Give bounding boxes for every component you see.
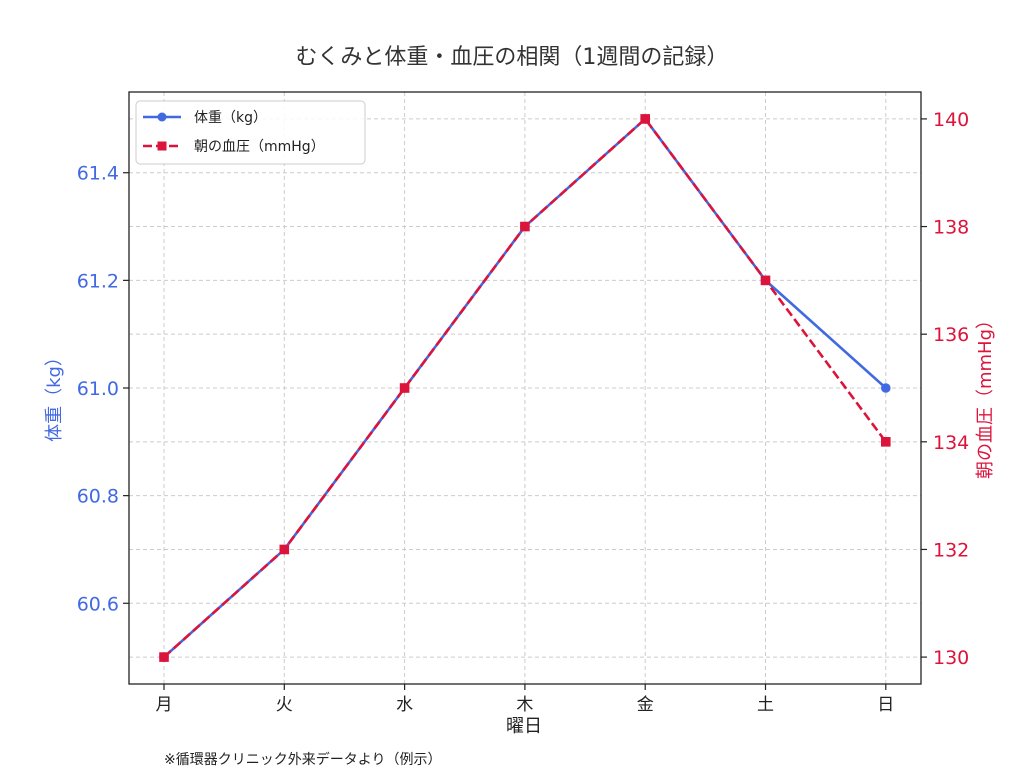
y-right-tick-label: 140 — [933, 109, 969, 131]
series-layer — [159, 114, 891, 662]
legend-label-weight: 体重（kg） — [194, 110, 267, 126]
x-tick-label: 火 — [276, 695, 293, 715]
x-tick-label: 金 — [637, 695, 654, 715]
grid-lines — [129, 92, 921, 684]
y-right-tick-label: 138 — [933, 217, 969, 239]
y-left-tick-label: 60.6 — [77, 593, 119, 615]
y-left-tick-label: 61.2 — [77, 270, 119, 292]
legend-item-bp: 朝の血圧（mmHg） — [143, 139, 325, 155]
data-point — [881, 437, 891, 447]
y-left-tick-label: 61.0 — [77, 378, 119, 400]
source-note: ※循環器クリニック外来データより（例示） — [164, 751, 441, 768]
data-point — [159, 652, 169, 662]
chart-title: むくみと体重・血圧の相関（1週間の記録） — [296, 45, 729, 70]
data-point — [279, 544, 290, 555]
data-point — [640, 114, 650, 124]
y-right-tick-label: 132 — [933, 539, 969, 561]
y-left-tick-label: 60.8 — [77, 486, 119, 508]
legend-marker-weight — [157, 112, 167, 122]
series-blood-pressure — [159, 114, 891, 662]
data-point — [399, 383, 410, 393]
x-tick-label: 水 — [396, 695, 413, 715]
legend-label-bp: 朝の血圧（mmHg） — [194, 139, 325, 155]
x-tick-label: 月 — [156, 695, 173, 715]
data-point — [760, 275, 771, 286]
y-right-tick-label: 134 — [933, 432, 969, 454]
legend-box — [135, 100, 366, 165]
legend-marker-bp — [157, 141, 167, 151]
y-axis-left-label: 体重（kg） — [44, 348, 65, 442]
x-tick-label: 土 — [757, 695, 774, 715]
legend-item-weight: 体重（kg） — [143, 110, 267, 126]
x-tick-label: 木 — [516, 695, 533, 715]
x-tick-label: 日 — [877, 695, 894, 715]
y-right-tick-label: 130 — [933, 647, 969, 669]
y-left-tick-label: 61.4 — [77, 163, 119, 185]
axes: 60.6 60.8 61.0 61.2 61.4 130 132 134 136 138 140 月 火… — [77, 91, 969, 715]
data-point — [881, 383, 891, 393]
data-point — [520, 221, 530, 232]
x-axis-label: 曜日 — [506, 716, 542, 737]
legend: 体重（kg） 朝の血圧（mmHg） — [135, 100, 366, 165]
y-axis-right-label: 朝の血圧（mmHg） — [975, 311, 996, 479]
y-right-tick-label: 136 — [933, 324, 969, 346]
